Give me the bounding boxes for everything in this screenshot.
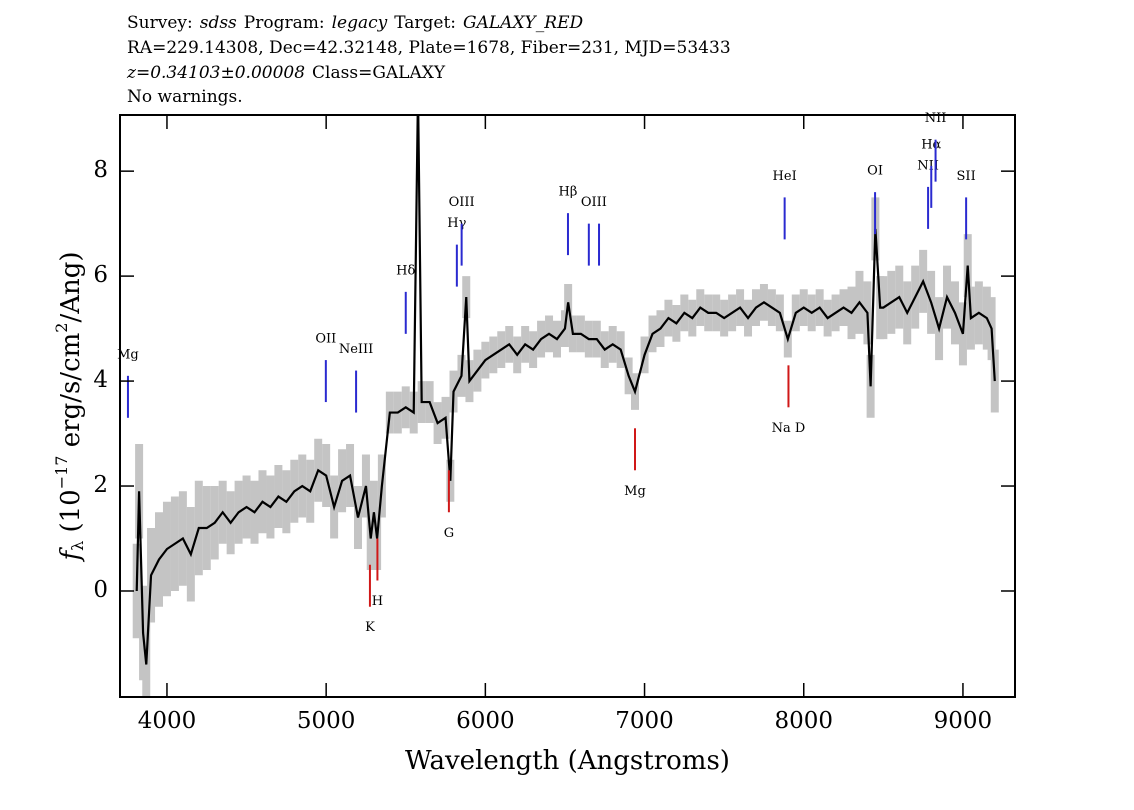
x-tick-label: 7000 xyxy=(615,708,674,734)
header-part: legacy xyxy=(332,13,388,33)
line-label: Hγ xyxy=(447,216,466,231)
line-label: Hα xyxy=(921,137,941,152)
plot-area xyxy=(132,115,999,697)
spectrum-line xyxy=(135,115,996,665)
line-label: SII xyxy=(957,169,976,184)
line-label: K xyxy=(365,620,375,635)
y-tick-label: 2 xyxy=(93,472,108,498)
x-tick-label: 4000 xyxy=(138,708,197,734)
x-tick-label: 5000 xyxy=(297,708,356,734)
header-part: Target: xyxy=(394,13,456,33)
line-label: G xyxy=(444,526,454,541)
line-label: HeI xyxy=(773,169,797,184)
header-part: sdss xyxy=(200,13,237,33)
line-label: H xyxy=(372,594,383,609)
x-tick-label: 6000 xyxy=(456,708,515,734)
y-axis-label-part: /Ang) xyxy=(56,251,86,322)
y-axis-label: fλ (10−17 erg/s/cm2/Ang) xyxy=(52,251,87,562)
y-tick-label: 8 xyxy=(93,157,108,183)
header-part: Class=GALAXY xyxy=(312,63,446,83)
line-label: OIII xyxy=(449,195,475,210)
y-axis-label-part: −17 xyxy=(52,456,71,490)
x-tick-label: 9000 xyxy=(934,708,993,734)
y-axis-label-part: erg/s/cm xyxy=(56,333,86,456)
plot-frame xyxy=(119,114,1016,698)
header-part: Program: xyxy=(244,13,325,33)
header-line: No warnings. xyxy=(127,87,243,107)
x-axis-label: Wavelength (Angstroms) xyxy=(405,746,730,776)
line-label: NeIII xyxy=(339,342,373,357)
y-axis-label-part: 2 xyxy=(52,323,71,333)
line-label: OI xyxy=(867,164,883,179)
line-label: Mg xyxy=(624,484,646,499)
y-axis-label-part: λ xyxy=(68,541,87,551)
header-line: z=0.34103±0.00008 Class=GALAXY xyxy=(126,63,446,83)
line-label: Mg xyxy=(117,347,139,362)
header-line: RA=229.14308, Dec=42.32148, Plate=1678, … xyxy=(127,38,731,58)
y-tick-label: 4 xyxy=(93,367,108,393)
y-axis-label-part: (10 xyxy=(56,489,86,541)
x-tick-label: 8000 xyxy=(774,708,833,734)
line-label: OII xyxy=(315,332,336,347)
header-part: z=0.34103±0.00008 xyxy=(126,63,305,83)
header-line: Survey: sdss Program: legacy Target: GALAXY_R… xyxy=(127,13,583,33)
line-label: Hδ xyxy=(396,263,415,278)
y-tick-label: 0 xyxy=(93,577,108,603)
line-label: Hβ xyxy=(559,185,578,200)
line-label: Na D xyxy=(772,421,806,436)
header-part: GALAXY_RED xyxy=(463,13,583,33)
y-tick-label: 6 xyxy=(93,262,108,288)
line-label: OIII xyxy=(581,195,607,210)
header-part: Survey: xyxy=(127,13,193,33)
line-label: NII xyxy=(917,158,939,173)
line-label: NII xyxy=(925,111,947,126)
